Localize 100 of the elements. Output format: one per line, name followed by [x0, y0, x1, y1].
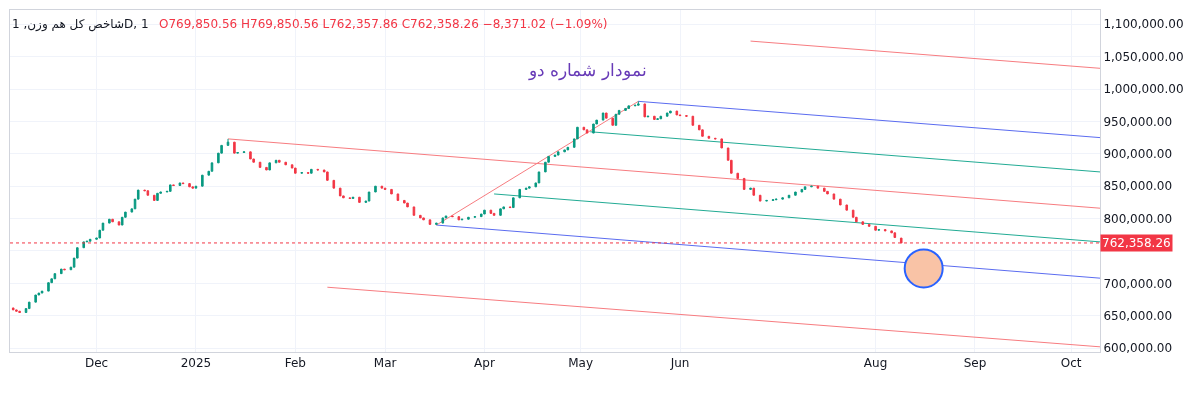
candlestick: [720, 138, 723, 149]
candlestick: [358, 196, 361, 203]
x-tick-label: Sep: [963, 356, 987, 371]
y-tick-label: 650,000.00: [1103, 308, 1173, 323]
candlestick: [765, 199, 768, 202]
candlestick: [467, 216, 470, 220]
candlestick: [553, 154, 557, 157]
candlestick: [518, 188, 522, 199]
candlestick: [691, 115, 695, 126]
candlestick: [851, 209, 855, 218]
candlestick: [611, 117, 614, 126]
candlestick: [108, 218, 111, 224]
candlestick: [15, 309, 18, 312]
candlestick: [633, 104, 637, 107]
candlestick: [460, 218, 464, 221]
candlestick: [18, 310, 21, 313]
candlestick: [582, 126, 586, 131]
candlestick: [508, 206, 512, 209]
candlestick: [637, 100, 640, 106]
candlestick: [627, 105, 631, 109]
x-tick-label: Dec: [84, 356, 109, 371]
candlestick: [492, 212, 496, 216]
y-tick-label: 1,000,000.00: [1103, 82, 1184, 97]
candlestick: [419, 214, 422, 219]
candlestick: [53, 273, 57, 280]
candlestick: [646, 115, 650, 118]
candlestick: [422, 217, 425, 221]
x-tick-label: Oct: [1060, 356, 1082, 371]
candlestick: [566, 146, 570, 151]
y-tick-label: 600,000.00: [1103, 341, 1173, 356]
candlestick: [60, 268, 63, 275]
candlestick: [524, 187, 528, 190]
candlestick: [156, 192, 159, 201]
candlestick: [406, 202, 409, 208]
candlestick: [265, 166, 268, 171]
candlestick: [781, 197, 784, 200]
candlestick: [605, 112, 608, 119]
y-tick-label: 850,000.00: [1103, 179, 1173, 194]
candlestick: [800, 188, 804, 193]
candlestick: [326, 171, 329, 181]
candlestick: [839, 198, 842, 206]
candlestick: [310, 168, 313, 174]
y-tick-label: 900,000.00: [1103, 147, 1173, 161]
y-tick-label: 1,050,000.00: [1103, 49, 1184, 64]
candlestick: [201, 174, 204, 187]
y-tick-label: 950,000.00: [1103, 114, 1173, 129]
candlestick: [178, 182, 182, 187]
candlestick: [893, 232, 897, 239]
candlestick: [152, 194, 156, 201]
candlestick: [653, 115, 656, 120]
candlestick: [143, 189, 146, 192]
candlestick: [380, 185, 384, 189]
candlestick: [451, 215, 454, 218]
candlestick: [714, 137, 717, 140]
candlestick: [88, 238, 92, 242]
candlestick: [457, 216, 461, 221]
x-tick-label: Mar: [373, 356, 397, 371]
candlestick: [528, 186, 531, 189]
candlestick: [435, 222, 438, 225]
y-tick-label: 1,100,000.00: [1103, 17, 1184, 32]
candlestick: [294, 167, 297, 174]
candlestick: [489, 209, 493, 214]
candlestick: [614, 113, 618, 126]
candlestick: [601, 112, 605, 121]
candlestick: [483, 209, 486, 215]
candlestick: [861, 221, 865, 225]
candlestick: [669, 110, 672, 114]
candlestick: [34, 294, 37, 303]
candlestick: [512, 197, 515, 209]
candlestick: [665, 112, 669, 117]
candlestick: [794, 191, 797, 196]
candlestick: [188, 183, 191, 188]
candlestick: [752, 187, 756, 196]
candlestick: [643, 103, 647, 118]
candlestick: [659, 115, 663, 120]
x-tick-label: Jun: [669, 356, 690, 371]
candlestick: [867, 223, 871, 227]
candlestick: [332, 179, 336, 189]
y-tick-label: 700,000.00: [1103, 276, 1173, 291]
candlestick: [169, 184, 172, 192]
candlestick: [111, 218, 114, 223]
candlestick: [316, 168, 320, 171]
y-tick-label: 800,000.00: [1103, 211, 1173, 226]
candlestick: [479, 213, 483, 218]
candlestick: [396, 193, 400, 201]
candlestick: [274, 159, 278, 164]
candlestick: [742, 177, 746, 190]
candlestick: [403, 199, 406, 204]
candlestick: [11, 307, 15, 311]
candlestick: [338, 187, 342, 197]
candlestick: [181, 182, 185, 185]
ref-line-label: 762,358.26: [1102, 236, 1171, 250]
candlestick: [832, 193, 836, 200]
annotation: نمودار شماره دو: [528, 60, 647, 81]
candlestick: [249, 151, 252, 160]
candlestick: [390, 188, 393, 195]
candlestick: [774, 198, 778, 201]
candlestick: [172, 184, 175, 187]
candlestick: [826, 190, 829, 195]
candlestick: [27, 301, 31, 310]
